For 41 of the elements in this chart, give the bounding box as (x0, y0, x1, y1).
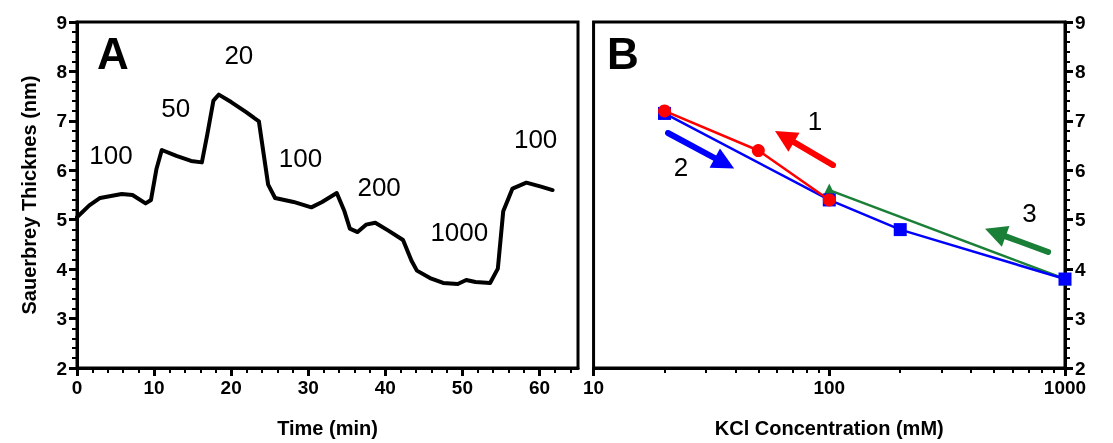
annotation: 3 (1022, 198, 1037, 229)
annotation: 100 (89, 140, 133, 171)
y-tick-label: 7 (56, 110, 67, 132)
annotation: 200 (357, 171, 401, 202)
chart-title: B (607, 28, 639, 78)
x-tick-label: 40 (374, 377, 396, 398)
y-tick-label: 9 (56, 11, 67, 33)
y2-tick-label: 9 (1075, 11, 1086, 33)
y-tick-label: 3 (56, 308, 67, 330)
x-axis-title: Time (min) (277, 417, 378, 439)
y-tick-label: 2 (56, 357, 67, 379)
y-tick-label: 8 (56, 60, 67, 82)
y2-tick-label: 6 (1075, 159, 1086, 181)
x-tick-label: 10 (143, 377, 165, 398)
chart-title: A (97, 28, 129, 78)
annotation: 100 (278, 142, 323, 173)
y2-tick-label: 5 (1075, 209, 1086, 231)
x-tick-label: 20 (220, 377, 242, 398)
x-tick-label: 50 (451, 377, 473, 398)
y2-tick-label: 4 (1075, 258, 1086, 280)
y-tick-label: 5 (56, 209, 68, 231)
x-tick-label: 0 (71, 377, 83, 398)
x-tick-label: 30 (297, 377, 319, 398)
annotation: 20 (224, 39, 254, 70)
y-tick-label: 6 (56, 159, 67, 181)
annotation: 2 (673, 151, 689, 182)
annotation: 1000 (430, 217, 489, 248)
annotation: 50 (161, 93, 191, 124)
annotation: 1 (807, 105, 823, 136)
y2-tick-label: 3 (1075, 308, 1086, 330)
x-tick-label: 100 (813, 377, 846, 398)
annotation: 100 (513, 123, 558, 154)
y2-tick-label: 8 (1075, 60, 1086, 82)
x-tick-label: 60 (528, 377, 551, 398)
x-tick-label: 10 (583, 377, 605, 398)
y2-tick-label: 7 (1075, 110, 1086, 132)
y2-tick-label: 2 (1075, 357, 1086, 379)
y-axis-title: Sauerbrey Thicknes (nm) (18, 75, 40, 315)
y-tick-label: 4 (56, 258, 68, 280)
x-axis-title: KCl Concentration (mM) (714, 417, 944, 439)
x-tick-label: 1000 (1043, 377, 1087, 398)
